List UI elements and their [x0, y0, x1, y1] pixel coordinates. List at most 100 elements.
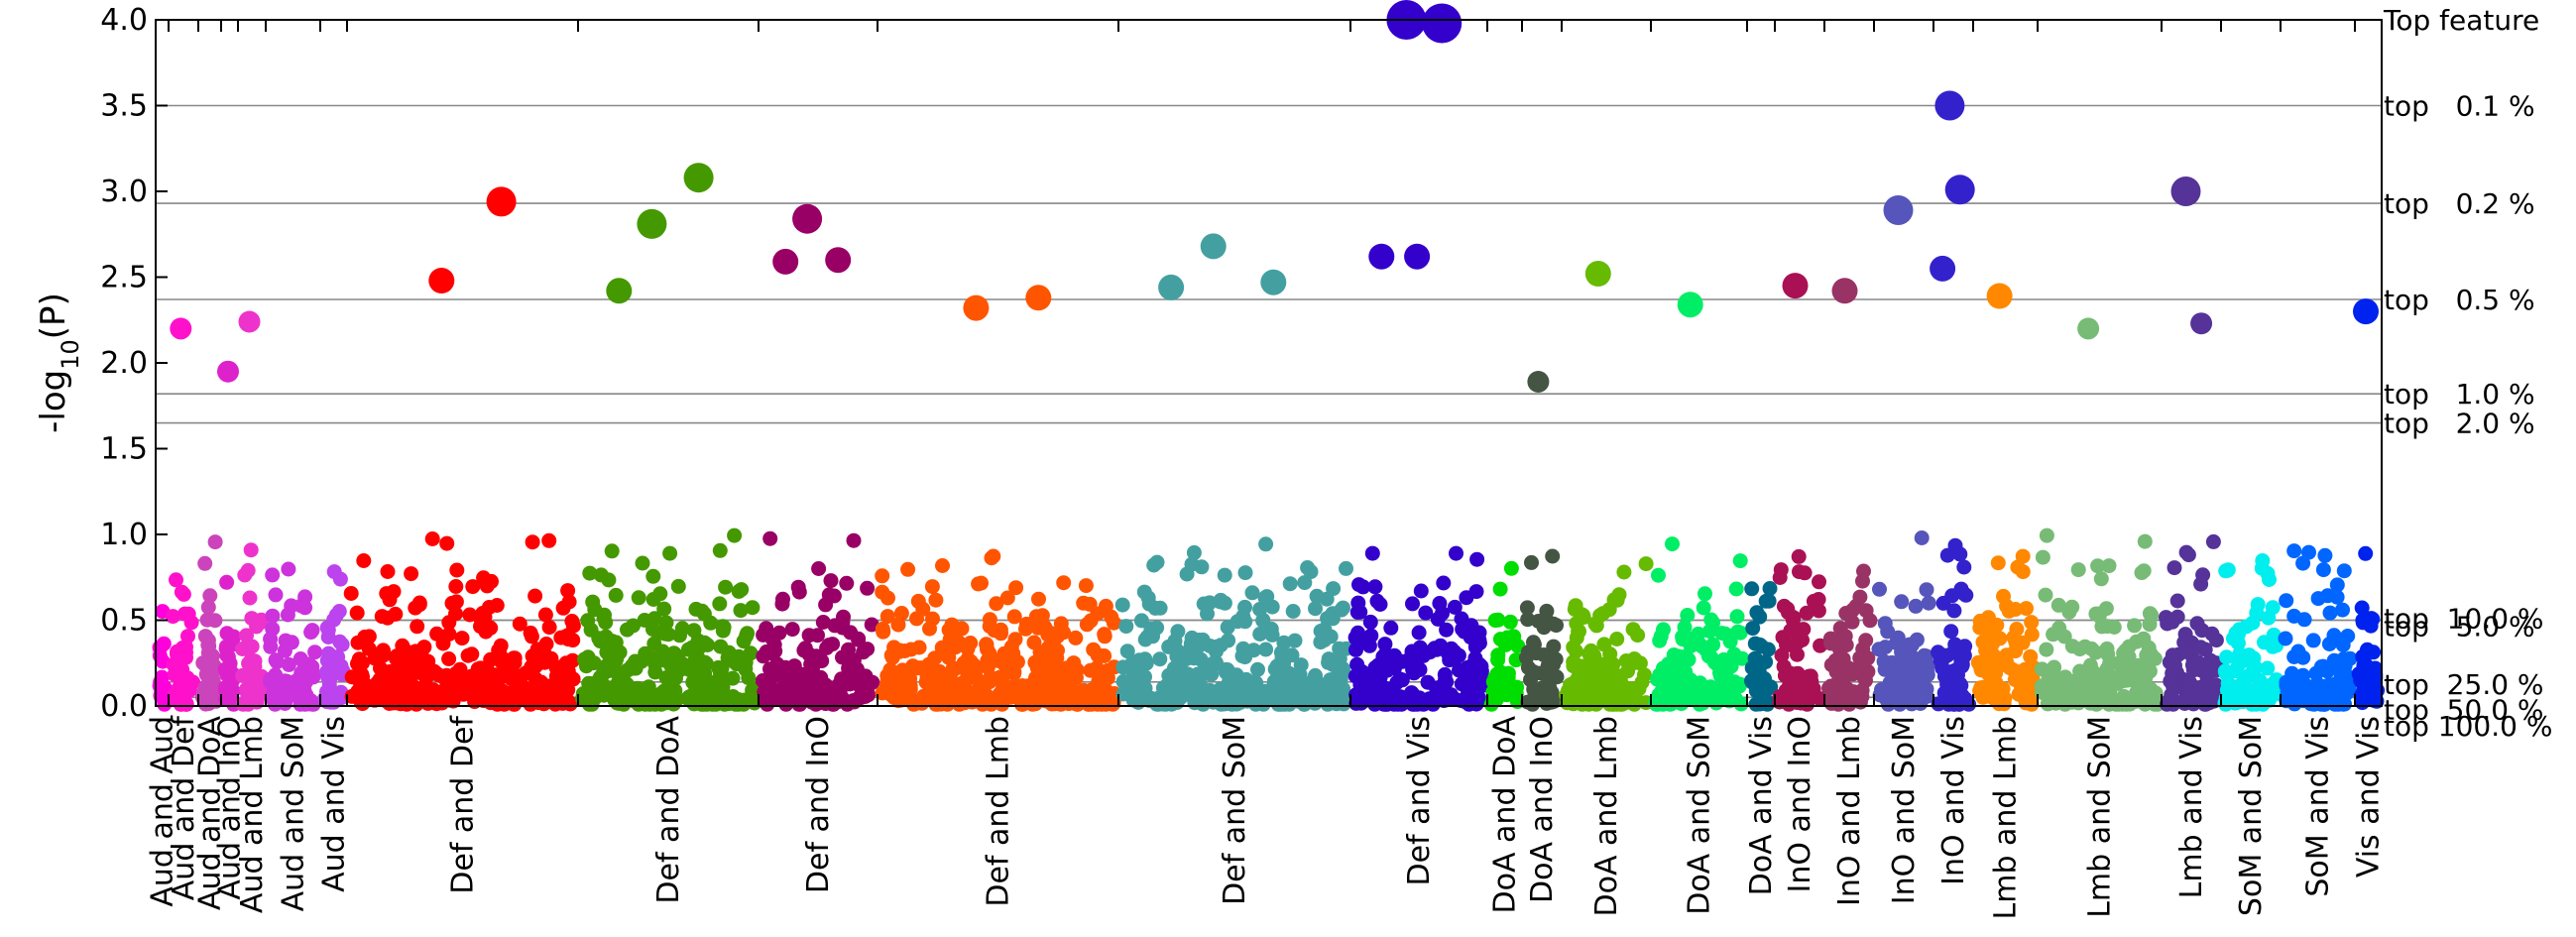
data-point	[818, 597, 834, 613]
data-point	[527, 588, 543, 604]
data-point	[670, 578, 686, 594]
data-point	[879, 609, 895, 625]
data-point	[2262, 572, 2277, 587]
data-point	[357, 629, 373, 644]
data-point	[354, 693, 370, 709]
data-point	[2180, 547, 2196, 563]
data-point	[428, 268, 455, 293]
data-point	[248, 668, 264, 684]
data-point	[727, 654, 743, 670]
data-point	[1186, 544, 1202, 560]
data-point	[1616, 564, 1632, 580]
data-point	[1592, 608, 1608, 624]
data-point	[153, 640, 169, 655]
data-point	[1082, 596, 1098, 612]
data-point	[761, 684, 777, 700]
x-tick-label: Aud and Def	[167, 715, 201, 901]
data-point	[1773, 562, 1789, 578]
data-point	[815, 615, 831, 630]
data-point	[2305, 633, 2321, 648]
data-point	[712, 596, 728, 612]
data-point	[1492, 581, 1508, 597]
data-point	[1223, 680, 1238, 696]
data-point	[1133, 613, 1149, 629]
data-point	[1791, 548, 1807, 564]
data-point	[1464, 671, 1479, 687]
y-tick-label: 2.0	[100, 346, 148, 381]
data-point	[386, 584, 402, 600]
data-point	[1152, 600, 1168, 616]
data-point	[1471, 636, 1487, 651]
x-tick-label: Lmb and Lmb	[1989, 716, 2024, 919]
data-point	[380, 564, 396, 579]
data-point	[411, 597, 427, 613]
data-point	[980, 642, 995, 657]
data-point	[157, 679, 173, 695]
data-point	[1693, 675, 1707, 691]
data-point	[685, 674, 701, 690]
data-point	[1383, 620, 1399, 636]
data-point	[1068, 669, 1084, 685]
data-point	[990, 652, 1004, 668]
data-point	[200, 599, 216, 615]
data-point	[1919, 582, 1934, 598]
data-point	[268, 587, 284, 603]
data-point	[1006, 609, 1022, 625]
data-point	[975, 696, 991, 712]
data-point	[462, 607, 478, 623]
data-point	[1874, 682, 1889, 698]
data-point	[2218, 563, 2234, 579]
data-point	[2367, 693, 2383, 709]
data-point	[618, 689, 633, 705]
data-point	[1435, 606, 1450, 622]
data-point	[185, 674, 201, 690]
data-point	[560, 583, 576, 599]
data-point	[425, 695, 441, 711]
data-point	[1721, 693, 1737, 709]
data-point	[374, 609, 390, 625]
data-point	[1339, 560, 1353, 576]
data-point	[1301, 682, 1316, 698]
data-point	[2284, 692, 2300, 708]
data-point	[551, 684, 567, 699]
y-tick-labels: 0.0 0.5 1.0 1.5 2.0 2.5 3.0 3.5 4.0	[100, 3, 148, 724]
data-point	[846, 532, 862, 548]
data-point	[1259, 589, 1275, 605]
data-point	[2099, 641, 2115, 656]
data-point	[882, 662, 898, 678]
data-point	[2142, 651, 2158, 667]
data-point	[1946, 603, 1962, 619]
data-point	[465, 579, 481, 595]
data-point	[2166, 672, 2181, 688]
data-point	[1545, 548, 1561, 564]
data-point	[974, 575, 989, 591]
data-point	[1325, 611, 1341, 627]
data-point	[2094, 670, 2110, 686]
data-point	[1872, 581, 1887, 597]
data-point	[1206, 694, 1222, 710]
data-point	[244, 639, 260, 654]
data-point	[2320, 588, 2336, 604]
data-point	[1471, 625, 1487, 641]
data-point	[606, 278, 633, 304]
data-point	[2119, 696, 2135, 712]
data-point	[1683, 639, 1698, 654]
y-tick-label: 4.0	[100, 3, 148, 38]
data-point	[658, 670, 674, 685]
data-point	[1119, 644, 1135, 659]
data-point	[1858, 603, 1874, 619]
data-point	[1568, 598, 1583, 614]
data-point	[1376, 696, 1392, 712]
data-point	[1677, 292, 1703, 318]
data-point	[1255, 612, 1271, 628]
data-point	[1179, 566, 1195, 582]
data-point	[373, 660, 388, 676]
data-point	[297, 674, 313, 690]
data-point	[2061, 604, 2077, 620]
data-point	[1855, 573, 1870, 589]
data-point	[619, 662, 635, 678]
data-point	[2354, 600, 2370, 616]
data-point	[334, 637, 350, 652]
data-point	[1838, 664, 1854, 680]
data-point	[2090, 606, 2106, 622]
